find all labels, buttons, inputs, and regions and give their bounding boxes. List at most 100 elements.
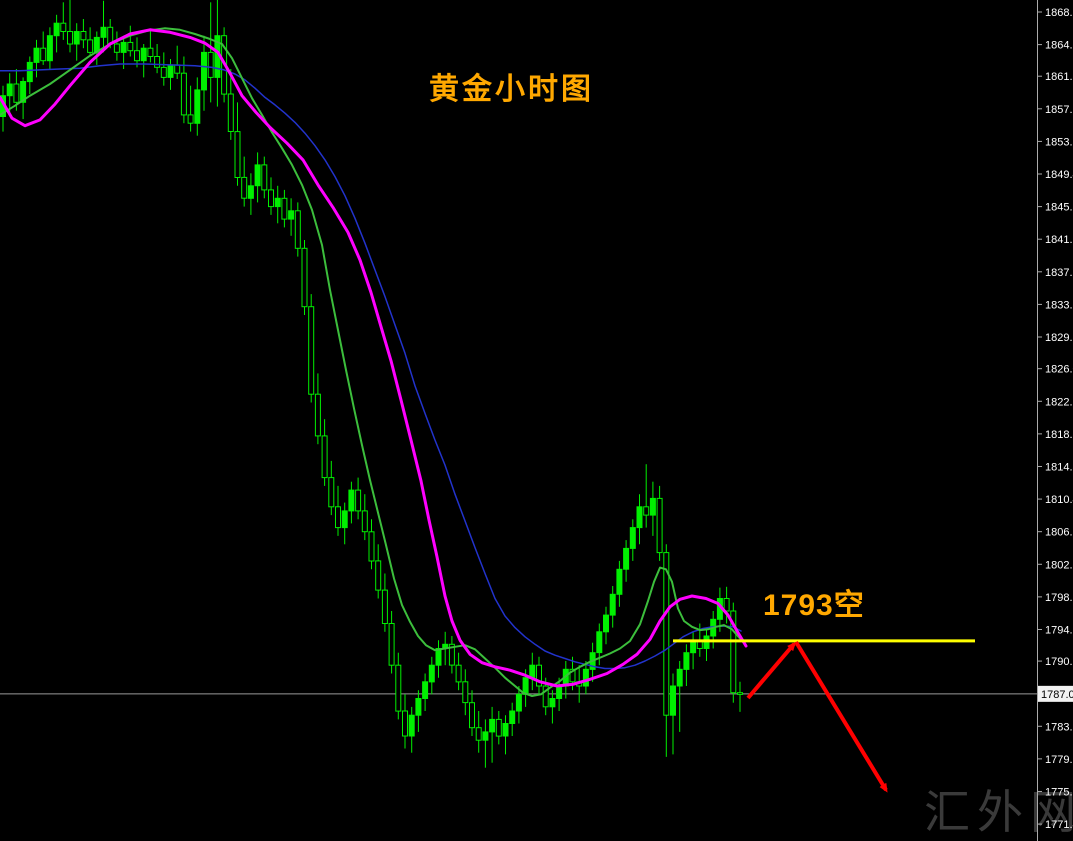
axis-tick-label: 1864.93 — [1045, 40, 1073, 52]
candle-body — [556, 685, 563, 699]
candle-body — [227, 93, 234, 132]
candle-body — [609, 593, 616, 616]
candle-body — [147, 47, 154, 58]
candle-body — [261, 164, 268, 191]
candle — [207, 2, 214, 103]
candle — [502, 715, 509, 755]
candle-body — [335, 506, 341, 529]
candle — [368, 519, 375, 570]
candle-body — [187, 114, 194, 124]
candle-body — [623, 547, 630, 570]
candle-body — [308, 306, 315, 395]
candle-body — [502, 723, 509, 737]
forecast-arrow-down — [794, 640, 888, 793]
candle-body — [536, 664, 542, 687]
candle — [663, 544, 670, 757]
ma-magenta-line — [0, 28, 748, 688]
axis-tick-label: 1822.15 — [1045, 396, 1073, 408]
candle-body — [482, 731, 489, 741]
candle-body — [522, 677, 529, 695]
candle — [603, 606, 609, 645]
candle-body — [636, 506, 643, 529]
candle — [428, 656, 435, 695]
candle-body — [408, 714, 415, 737]
candle — [194, 77, 201, 136]
candle — [415, 690, 422, 732]
axis-tick-label: 1853.32 — [1045, 136, 1073, 148]
candle — [482, 719, 489, 768]
candle — [174, 45, 181, 79]
candle-body — [656, 497, 663, 554]
candle-body — [174, 64, 181, 74]
axis-tick-label: 1829.86 — [1045, 332, 1073, 344]
candle — [281, 189, 288, 228]
candle-body — [234, 131, 241, 179]
candle — [100, 0, 107, 53]
candle — [670, 673, 676, 755]
candle-body — [542, 685, 549, 708]
candle-body — [723, 598, 730, 612]
candle-body — [428, 664, 435, 683]
candle — [515, 686, 522, 724]
candle-body — [127, 41, 134, 52]
candle-body — [455, 664, 462, 683]
candle — [294, 202, 301, 257]
candle — [683, 644, 690, 686]
candle — [623, 540, 630, 582]
candle-body — [140, 47, 147, 62]
candle-body — [207, 51, 214, 78]
candle — [730, 602, 737, 703]
candle — [46, 27, 53, 69]
candle-body — [60, 22, 67, 33]
candle — [26, 56, 33, 94]
candle-body — [388, 623, 395, 666]
candle-body — [381, 589, 388, 624]
candle-body — [355, 489, 362, 512]
candle — [448, 636, 455, 674]
candle — [737, 681, 743, 712]
candle — [656, 485, 663, 561]
candle — [160, 52, 167, 86]
candle-body — [649, 497, 656, 516]
candle-body — [529, 664, 536, 679]
candle-body — [361, 510, 368, 533]
candle — [375, 544, 382, 599]
candle-body — [160, 66, 167, 78]
candle — [629, 519, 636, 561]
candle-body — [87, 39, 94, 53]
candle-body — [241, 176, 248, 199]
candle — [67, 0, 73, 53]
candle — [127, 25, 134, 57]
candle-body — [368, 531, 375, 562]
candle — [408, 706, 415, 753]
candle-body — [663, 552, 670, 716]
candle-body — [422, 681, 429, 699]
candle — [261, 156, 268, 199]
candle-body — [402, 710, 408, 737]
candle — [435, 640, 442, 678]
watermark: 汇外网 — [924, 786, 1073, 838]
candle-body — [629, 527, 636, 549]
candle — [53, 14, 60, 53]
candle — [361, 494, 368, 541]
candle — [227, 69, 234, 140]
candle — [388, 611, 395, 674]
candle-body — [375, 560, 382, 591]
candle — [536, 656, 542, 695]
axis-tick-label: 1806.51 — [1045, 527, 1073, 539]
candle-body — [167, 64, 174, 78]
candle-body — [294, 210, 301, 249]
candle-body — [509, 710, 516, 724]
candle — [395, 652, 402, 720]
candle-body — [20, 81, 27, 103]
candle — [113, 31, 120, 61]
candle — [469, 690, 475, 736]
candle-body — [26, 61, 33, 83]
candle-body — [13, 83, 20, 103]
candle — [549, 690, 556, 724]
candle — [80, 19, 87, 49]
candle — [73, 23, 80, 61]
axis-tick-label: 1771.44 — [1045, 819, 1073, 831]
